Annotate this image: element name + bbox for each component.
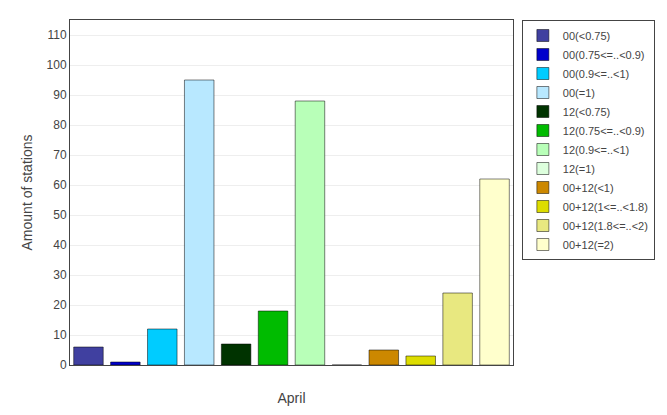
svg-text:00+12(1<=..<1.8): 00+12(1<=..<1.8) xyxy=(563,201,648,213)
svg-text:90: 90 xyxy=(53,88,67,102)
svg-text:00(<0.75): 00(<0.75) xyxy=(563,30,610,42)
svg-text:50: 50 xyxy=(53,208,67,222)
svg-text:80: 80 xyxy=(53,118,67,132)
svg-text:0: 0 xyxy=(60,358,67,372)
svg-text:70: 70 xyxy=(53,148,67,162)
svg-text:30: 30 xyxy=(53,268,67,282)
svg-text:Amount of stations: Amount of stations xyxy=(19,135,35,251)
svg-text:00(=1): 00(=1) xyxy=(563,87,595,99)
svg-text:20: 20 xyxy=(53,298,67,312)
svg-text:12(=1): 12(=1) xyxy=(563,163,595,175)
svg-text:12(0.75<=..<0.9): 12(0.75<=..<0.9) xyxy=(563,125,645,137)
svg-text:00(0.75<=..<0.9): 00(0.75<=..<0.9) xyxy=(563,49,645,61)
svg-text:60: 60 xyxy=(53,178,67,192)
svg-text:00+12(1.8<=..<2): 00+12(1.8<=..<2) xyxy=(563,220,648,232)
svg-text:100: 100 xyxy=(47,58,67,72)
svg-text:00(0.9<=..<1): 00(0.9<=..<1) xyxy=(563,68,629,80)
svg-text:00+12(=2): 00+12(=2) xyxy=(563,239,614,251)
svg-text:00+12(<1): 00+12(<1) xyxy=(563,182,614,194)
svg-text:110: 110 xyxy=(47,28,66,42)
svg-text:40: 40 xyxy=(53,238,67,252)
svg-text:April: April xyxy=(277,390,305,406)
svg-text:12(0.9<=..<1): 12(0.9<=..<1) xyxy=(563,144,629,156)
svg-text:12(<0.75): 12(<0.75) xyxy=(563,106,610,118)
svg-text:10: 10 xyxy=(53,328,67,342)
